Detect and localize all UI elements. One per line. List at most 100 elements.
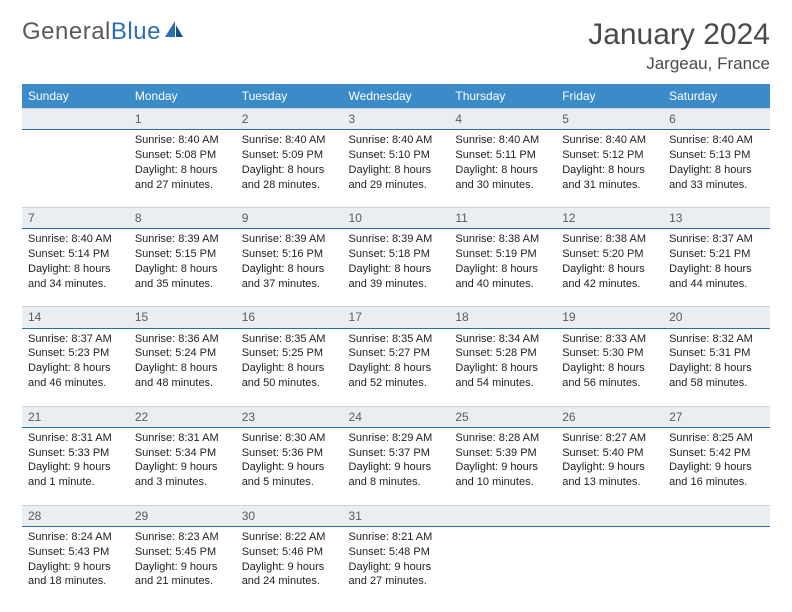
sunset-text: Sunset: 5:25 PM	[242, 346, 337, 361]
sunset-text: Sunset: 5:11 PM	[455, 148, 550, 163]
sunset-text: Sunset: 5:27 PM	[349, 346, 444, 361]
day-number	[22, 109, 129, 130]
d1-text: Daylight: 8 hours	[349, 361, 444, 376]
sunset-text: Sunset: 5:09 PM	[242, 148, 337, 163]
sunset-text: Sunset: 5:15 PM	[135, 247, 230, 262]
d2-text: and 39 minutes.	[349, 277, 444, 292]
day-number-row: 123456	[22, 109, 770, 130]
weekday-header: Friday	[556, 84, 663, 109]
sunset-text: Sunset: 5:40 PM	[562, 446, 657, 461]
d2-text: and 58 minutes.	[669, 376, 764, 391]
day-content-row: Sunrise: 8:37 AMSunset: 5:23 PMDaylight:…	[22, 328, 770, 406]
day-cell: Sunrise: 8:38 AMSunset: 5:19 PMDaylight:…	[449, 229, 556, 307]
day-number: 17	[343, 307, 450, 328]
day-number: 18	[449, 307, 556, 328]
d2-text: and 18 minutes.	[28, 574, 123, 589]
weekday-header: Tuesday	[236, 84, 343, 109]
sunrise-text: Sunrise: 8:39 AM	[135, 232, 230, 247]
d1-text: Daylight: 8 hours	[455, 262, 550, 277]
day-number: 9	[236, 208, 343, 229]
d1-text: Daylight: 8 hours	[669, 262, 764, 277]
weekday-header: Monday	[129, 84, 236, 109]
sunrise-text: Sunrise: 8:32 AM	[669, 332, 764, 347]
day-cell	[663, 526, 770, 604]
sunset-text: Sunset: 5:33 PM	[28, 446, 123, 461]
day-number: 28	[22, 505, 129, 526]
sunset-text: Sunset: 5:21 PM	[669, 247, 764, 262]
day-cell: Sunrise: 8:40 AMSunset: 5:12 PMDaylight:…	[556, 130, 663, 208]
sunset-text: Sunset: 5:10 PM	[349, 148, 444, 163]
sunrise-text: Sunrise: 8:37 AM	[669, 232, 764, 247]
sunset-text: Sunset: 5:18 PM	[349, 247, 444, 262]
day-cell: Sunrise: 8:34 AMSunset: 5:28 PMDaylight:…	[449, 328, 556, 406]
sunset-text: Sunset: 5:12 PM	[562, 148, 657, 163]
day-cell: Sunrise: 8:37 AMSunset: 5:21 PMDaylight:…	[663, 229, 770, 307]
location: Jargeau, France	[588, 54, 770, 74]
d1-text: Daylight: 8 hours	[242, 361, 337, 376]
month-title: January 2024	[588, 18, 770, 52]
d2-text: and 34 minutes.	[28, 277, 123, 292]
day-content-row: Sunrise: 8:40 AMSunset: 5:14 PMDaylight:…	[22, 229, 770, 307]
sunrise-text: Sunrise: 8:40 AM	[349, 133, 444, 148]
day-cell: Sunrise: 8:23 AMSunset: 5:45 PMDaylight:…	[129, 526, 236, 604]
day-content-row: Sunrise: 8:40 AMSunset: 5:08 PMDaylight:…	[22, 130, 770, 208]
sunrise-text: Sunrise: 8:35 AM	[349, 332, 444, 347]
day-number: 19	[556, 307, 663, 328]
day-number: 21	[22, 406, 129, 427]
day-cell	[556, 526, 663, 604]
d2-text: and 5 minutes.	[242, 475, 337, 490]
sunrise-text: Sunrise: 8:33 AM	[562, 332, 657, 347]
day-number: 24	[343, 406, 450, 427]
sunrise-text: Sunrise: 8:40 AM	[28, 232, 123, 247]
sunset-text: Sunset: 5:08 PM	[135, 148, 230, 163]
sunset-text: Sunset: 5:39 PM	[455, 446, 550, 461]
sunset-text: Sunset: 5:24 PM	[135, 346, 230, 361]
sunset-text: Sunset: 5:36 PM	[242, 446, 337, 461]
d2-text: and 31 minutes.	[562, 178, 657, 193]
sunset-text: Sunset: 5:23 PM	[28, 346, 123, 361]
d2-text: and 35 minutes.	[135, 277, 230, 292]
day-cell: Sunrise: 8:30 AMSunset: 5:36 PMDaylight:…	[236, 427, 343, 505]
day-cell: Sunrise: 8:28 AMSunset: 5:39 PMDaylight:…	[449, 427, 556, 505]
sunset-text: Sunset: 5:13 PM	[669, 148, 764, 163]
day-number: 7	[22, 208, 129, 229]
d2-text: and 16 minutes.	[669, 475, 764, 490]
d1-text: Daylight: 8 hours	[28, 262, 123, 277]
d2-text: and 28 minutes.	[242, 178, 337, 193]
d1-text: Daylight: 9 hours	[135, 560, 230, 575]
sunrise-text: Sunrise: 8:21 AM	[349, 530, 444, 545]
day-number: 26	[556, 406, 663, 427]
d1-text: Daylight: 8 hours	[349, 262, 444, 277]
sunset-text: Sunset: 5:42 PM	[669, 446, 764, 461]
d1-text: Daylight: 8 hours	[455, 361, 550, 376]
d1-text: Daylight: 9 hours	[669, 460, 764, 475]
sunset-text: Sunset: 5:16 PM	[242, 247, 337, 262]
day-cell: Sunrise: 8:22 AMSunset: 5:46 PMDaylight:…	[236, 526, 343, 604]
day-number: 23	[236, 406, 343, 427]
title-block: January 2024 Jargeau, France	[588, 18, 770, 74]
d1-text: Daylight: 8 hours	[669, 361, 764, 376]
d2-text: and 37 minutes.	[242, 277, 337, 292]
d2-text: and 44 minutes.	[669, 277, 764, 292]
day-number: 27	[663, 406, 770, 427]
day-number-row: 28293031	[22, 505, 770, 526]
day-number	[449, 505, 556, 526]
d2-text: and 52 minutes.	[349, 376, 444, 391]
sunset-text: Sunset: 5:20 PM	[562, 247, 657, 262]
d2-text: and 3 minutes.	[135, 475, 230, 490]
day-cell: Sunrise: 8:39 AMSunset: 5:18 PMDaylight:…	[343, 229, 450, 307]
sunrise-text: Sunrise: 8:40 AM	[455, 133, 550, 148]
sunrise-text: Sunrise: 8:22 AM	[242, 530, 337, 545]
day-cell: Sunrise: 8:27 AMSunset: 5:40 PMDaylight:…	[556, 427, 663, 505]
day-number: 8	[129, 208, 236, 229]
sunrise-text: Sunrise: 8:40 AM	[242, 133, 337, 148]
d1-text: Daylight: 9 hours	[455, 460, 550, 475]
logo: GeneralBlue	[22, 18, 185, 46]
d1-text: Daylight: 8 hours	[28, 361, 123, 376]
day-cell: Sunrise: 8:31 AMSunset: 5:33 PMDaylight:…	[22, 427, 129, 505]
day-number: 11	[449, 208, 556, 229]
weekday-header-row: Sunday Monday Tuesday Wednesday Thursday…	[22, 84, 770, 109]
d2-text: and 50 minutes.	[242, 376, 337, 391]
d2-text: and 56 minutes.	[562, 376, 657, 391]
day-cell: Sunrise: 8:29 AMSunset: 5:37 PMDaylight:…	[343, 427, 450, 505]
